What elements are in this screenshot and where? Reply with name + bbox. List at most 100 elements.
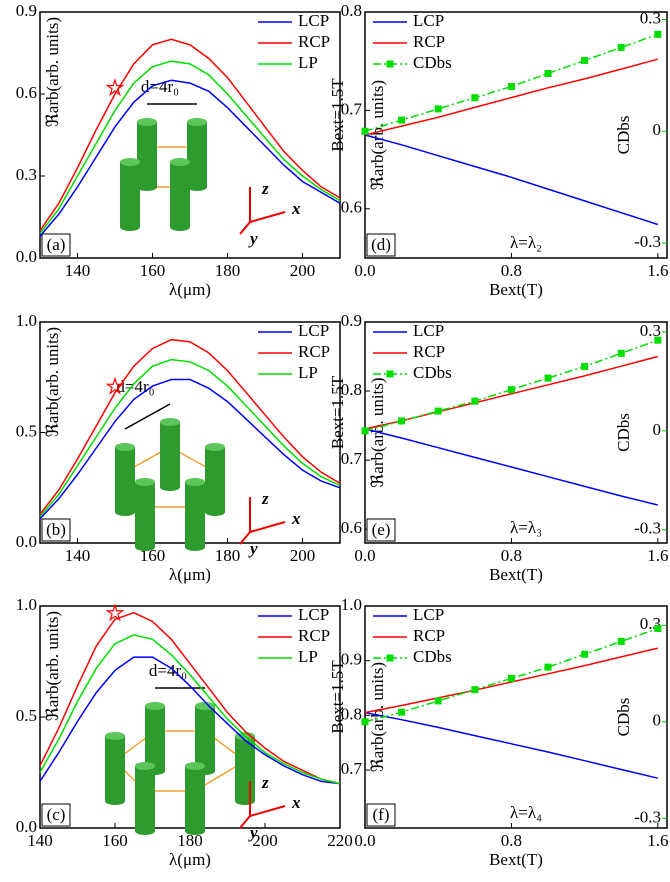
x-axis-label: Bext(T) bbox=[489, 850, 543, 869]
cylinder-top bbox=[120, 158, 140, 166]
cylinder-top bbox=[137, 118, 157, 126]
y-tick-label: 0.3 bbox=[16, 165, 37, 184]
y-tick-label: 0.7 bbox=[341, 759, 363, 778]
x-tick-label: 1.6 bbox=[647, 546, 668, 565]
cylinder bbox=[195, 706, 215, 771]
legend-label: CDbs bbox=[413, 363, 452, 382]
y2-tick-label: 0 bbox=[653, 120, 662, 139]
y-axis-label: ℜarb(arb. units) bbox=[43, 17, 62, 127]
axis-name: x bbox=[291, 509, 301, 528]
inset: d=4r₀zxy bbox=[105, 661, 301, 842]
series-marker bbox=[618, 350, 625, 357]
cylinder bbox=[135, 766, 155, 831]
y-tick-label: 0.6 bbox=[16, 83, 37, 102]
axis-name: z bbox=[261, 773, 269, 792]
figure: 1401601802000.00.30.60.9λ(μm)ℜarb(arb. u… bbox=[0, 0, 670, 882]
series-marker bbox=[508, 386, 515, 393]
y2-tick-label: 0 bbox=[653, 420, 662, 439]
series-marker bbox=[471, 398, 478, 405]
x-tick-label: 0.0 bbox=[354, 261, 375, 280]
x-tick-label: 200 bbox=[290, 546, 316, 565]
x-tick-label: 180 bbox=[215, 261, 241, 280]
x-tick-label: 1.6 bbox=[647, 831, 668, 850]
y-axis-label: ℜarb(arb. units) bbox=[43, 327, 62, 437]
legend-label: CDbs bbox=[413, 53, 452, 72]
series-marker bbox=[508, 83, 515, 90]
axis-name: x bbox=[291, 793, 301, 812]
y2-axis-label: CDbs bbox=[614, 116, 633, 155]
cylinder-bottom bbox=[105, 797, 125, 805]
legend-label: LCP bbox=[298, 11, 329, 30]
series-marker bbox=[435, 697, 442, 704]
cylinder bbox=[170, 162, 190, 227]
panel-label: (e) bbox=[372, 520, 391, 539]
legend-marker bbox=[387, 371, 394, 378]
cylinder-top bbox=[115, 443, 135, 451]
series-marker bbox=[471, 686, 478, 693]
x-axis-label: λ(μm) bbox=[169, 565, 211, 584]
legend-label: LCP bbox=[298, 321, 329, 340]
series-marker bbox=[471, 94, 478, 101]
cylinder-top bbox=[145, 702, 165, 710]
axis-name: z bbox=[261, 179, 269, 198]
series-marker bbox=[362, 128, 369, 135]
axis-name: x bbox=[291, 199, 301, 218]
legend-label: RCP bbox=[298, 626, 330, 645]
y-tick-label: 1.0 bbox=[16, 595, 37, 614]
series-marker bbox=[362, 427, 369, 434]
axis-y bbox=[240, 816, 250, 828]
legend-label: RCP bbox=[413, 342, 445, 361]
side-label: Bext=1.5T bbox=[328, 660, 347, 734]
cylinder-bottom bbox=[115, 508, 135, 516]
y2-tick-label: -0.3 bbox=[634, 519, 661, 538]
cylinder-bottom bbox=[235, 797, 255, 805]
x-tick-label: 160 bbox=[140, 261, 166, 280]
hexagon bbox=[115, 731, 245, 791]
series-marker bbox=[618, 638, 625, 645]
legend-label: LCP bbox=[298, 605, 329, 624]
panel-label: (b) bbox=[46, 520, 66, 539]
panel-label: (d) bbox=[371, 235, 391, 254]
note: λ=λ₃ bbox=[510, 518, 542, 537]
cylinder-top bbox=[185, 478, 205, 486]
cylinder-top bbox=[105, 732, 125, 740]
axis-name: z bbox=[261, 489, 269, 508]
legend-marker bbox=[387, 655, 394, 662]
series-marker bbox=[362, 718, 369, 725]
y-tick-label: 0.7 bbox=[341, 449, 363, 468]
panel-label: (a) bbox=[47, 235, 66, 254]
axis-name: y bbox=[248, 539, 258, 558]
series-line bbox=[40, 613, 340, 784]
axis-x bbox=[250, 806, 285, 816]
side-label: Bext=1.5T bbox=[328, 375, 347, 449]
x-axis-label: Bext(T) bbox=[489, 280, 543, 299]
series-marker bbox=[581, 57, 588, 64]
cylinder bbox=[160, 422, 180, 487]
cylinder-top bbox=[135, 762, 155, 770]
panel-label: (f) bbox=[373, 805, 390, 824]
series-marker bbox=[581, 651, 588, 658]
axis-name: y bbox=[248, 229, 258, 248]
axis-x bbox=[250, 522, 285, 532]
legend-label: RCP bbox=[298, 342, 330, 361]
x-tick-label: 1.6 bbox=[647, 261, 668, 280]
y2-tick-label: -0.3 bbox=[634, 232, 661, 251]
inset-label: d=4r₀ bbox=[141, 77, 179, 96]
y-axis-label: ℜarb(arb. units) bbox=[368, 80, 387, 190]
x-tick-label: 0.8 bbox=[501, 261, 522, 280]
cylinder-top bbox=[170, 158, 190, 166]
cylinder-bottom bbox=[135, 827, 155, 835]
x-tick-label: 140 bbox=[65, 546, 91, 565]
note: λ=λ₂ bbox=[510, 233, 542, 252]
cylinder bbox=[135, 482, 155, 547]
x-tick-label: 140 bbox=[65, 261, 91, 280]
cylinder-bottom bbox=[205, 508, 225, 516]
legend-label: LP bbox=[298, 363, 318, 382]
cylinder-top bbox=[160, 418, 180, 426]
cylinder bbox=[115, 447, 135, 512]
y-tick-label: 0.5 bbox=[16, 421, 37, 440]
y-axis-label: ℜarb(arb. units) bbox=[43, 611, 62, 721]
y-tick-label: 0.6 bbox=[341, 518, 362, 537]
x-tick-label: 0.0 bbox=[354, 546, 375, 565]
